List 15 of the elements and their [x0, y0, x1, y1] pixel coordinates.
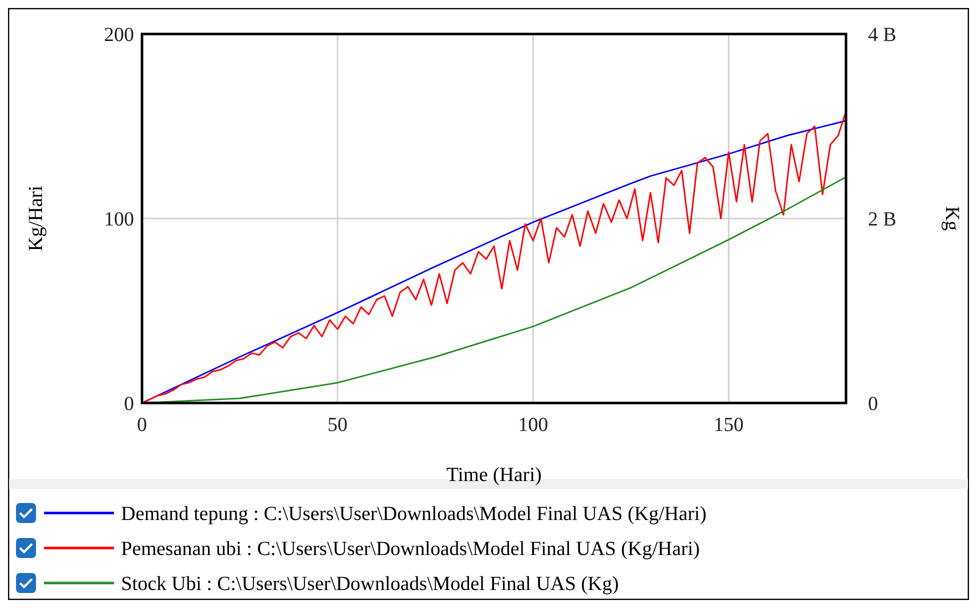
legend-label: Demand tepung : C:\Users\User\Downloads\Model Final UAS (Kg/Hari) [121, 503, 706, 525]
x-tick-label: 100 [518, 414, 548, 436]
y2-tick-label: 2 B [868, 208, 896, 230]
y2-axis-title: Kg [941, 206, 963, 231]
y-tick-label: 200 [104, 24, 134, 46]
legend-label: Pemesanan ubi : C:\Users\User\Downloads\Model Final UAS (Kg/Hari) [121, 538, 700, 560]
y-tick-label: 100 [104, 208, 134, 230]
y2-tick-label: 4 B [868, 24, 896, 46]
x-tick-label: 150 [714, 414, 744, 436]
x-axis-title: Time (Hari) [446, 464, 542, 486]
y2-tick-label: 0 [868, 393, 878, 415]
legend-label: Stock Ubi : C:\Users\User\Downloads\Model Final UAS (Kg) [121, 573, 619, 595]
y-axis-title: Kg/Hari [25, 185, 47, 252]
x-tick-label: 50 [328, 414, 348, 436]
y-tick-label: 0 [124, 393, 134, 415]
